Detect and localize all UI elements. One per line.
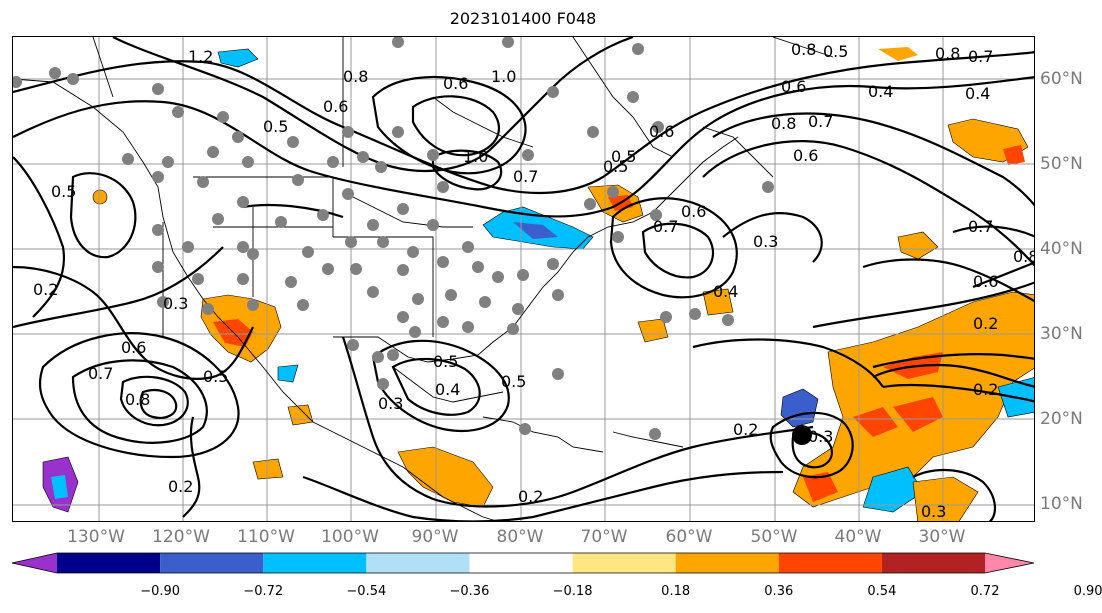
colorbar-outline	[11, 552, 1035, 574]
contour-label: 0.8	[1013, 247, 1035, 266]
contour-label: 0.2	[973, 314, 998, 333]
lon-label: 100°W	[321, 527, 379, 547]
contour-label: 0.5	[823, 42, 848, 61]
map-canvas: 1.2 0.8 0.6 1.0 0.5 0.6 0.5 0.8 0.7 0.5 …	[13, 37, 1035, 521]
colorbar-arrow-high	[985, 553, 1034, 573]
lat-label: 50°N	[1040, 154, 1083, 174]
contour-label: 0.7	[513, 167, 538, 186]
lon-label: 110°W	[237, 527, 295, 547]
contour-label: 0.4	[435, 380, 460, 399]
contour-label: 0.2	[973, 380, 998, 399]
contour-label: 0.6	[681, 202, 706, 221]
contour-label: 0.5	[611, 147, 636, 166]
colorbar-tick-label: −0.72	[243, 584, 284, 599]
contour-label: 0.5	[501, 372, 526, 391]
contour-label: 0.8	[935, 44, 960, 63]
contour-label: 0.8	[125, 390, 150, 409]
colorbar-arrow-low	[12, 553, 57, 573]
colorbar-tick-label: −0.36	[449, 584, 490, 599]
lat-label: 20°N	[1040, 409, 1083, 429]
lat-label: 60°N	[1040, 69, 1083, 89]
lon-label: 60°W	[665, 527, 713, 547]
contour-label: 0.6	[323, 97, 348, 116]
colorbar-swatches	[12, 553, 1034, 573]
contour-label-layer: 1.2 0.8 0.6 1.0 0.5 0.6 0.5 0.8 0.7 0.5 …	[33, 40, 1035, 521]
contour-label: 0.5	[51, 182, 76, 201]
contour-label: 0.7	[653, 217, 678, 236]
colorbar-tick-label: 0.90	[1073, 584, 1102, 599]
contour-label: 0.7	[968, 47, 993, 66]
storm-center-marker	[792, 425, 812, 445]
lon-label: 130°W	[67, 527, 125, 547]
colorbar-swatch	[675, 553, 779, 573]
contour-label: 0.3	[163, 294, 188, 313]
contour-label: 0.7	[808, 112, 833, 131]
lat-label: 40°N	[1040, 239, 1083, 259]
contour-label: 0.3	[378, 394, 403, 413]
lon-label: 40°W	[834, 527, 882, 547]
contour-label: 0.5	[263, 117, 288, 136]
colorbar	[11, 552, 1035, 574]
colorbar-swatch	[572, 553, 676, 573]
contour-label: 1.0	[463, 147, 488, 166]
contour-label: 0.5	[203, 367, 228, 386]
colorbar-tick-label: 0.36	[764, 584, 794, 599]
contour-label: 0.3	[753, 232, 778, 251]
colorbar-swatch	[160, 553, 264, 573]
contour-label: 0.4	[713, 282, 738, 301]
colorbar-swatch	[57, 553, 161, 573]
colorbar-swatch	[469, 553, 573, 573]
lat-label: 10°N	[1040, 494, 1083, 514]
contour-label: 0.2	[518, 487, 543, 506]
contour-label: 0.2	[33, 280, 58, 299]
shaded-anomalies	[42, 47, 1034, 521]
contour-label: 1.0	[491, 67, 516, 86]
colorbar-tick-label: 0.18	[661, 584, 691, 599]
contour-label: 0.7	[968, 217, 993, 236]
lon-label: 120°W	[152, 527, 210, 547]
lon-label: 50°W	[750, 527, 798, 547]
lon-label: 70°W	[580, 527, 628, 547]
colorbar-tick-label: 0.72	[970, 584, 1000, 599]
lon-label: 30°W	[918, 527, 966, 547]
lon-label: 90°W	[411, 527, 459, 547]
contour-label: 0.6	[649, 122, 674, 141]
colorbar-tick-label: −0.18	[552, 584, 593, 599]
contour-label: 0.4	[965, 84, 990, 103]
contour-label: 0.5	[433, 352, 458, 371]
contour-label: 0.6	[781, 77, 806, 96]
contour-label: 1.2	[188, 47, 213, 66]
contour-label: 0.2	[168, 477, 193, 496]
contour-label: 0.5	[603, 157, 628, 176]
contour-label: 0.8	[343, 67, 368, 86]
lon-label: 80°W	[496, 527, 544, 547]
contour-label: 0.4	[868, 82, 893, 101]
map-panel: 1.2 0.8 0.6 1.0 0.5 0.6 0.5 0.8 0.7 0.5 …	[12, 36, 1035, 522]
station-markers	[13, 37, 774, 440]
colorbar-swatch	[366, 553, 470, 573]
colorbar-swatch	[881, 553, 985, 573]
lat-label: 30°N	[1040, 324, 1083, 344]
colorbar-swatch	[778, 553, 882, 573]
contour-label: 0.2	[733, 420, 758, 439]
colorbar-tick-label: −0.90	[140, 584, 181, 599]
contour-label: 0.6	[793, 146, 818, 165]
colorbar-swatch	[263, 553, 367, 573]
map-title: 2023101400 F048	[449, 9, 597, 28]
contour-lines	[13, 37, 1034, 521]
contour-label: 0.6	[121, 338, 146, 357]
colorbar-tick-label: −0.54	[346, 584, 387, 599]
contour-label: 0.8	[791, 40, 816, 59]
colorbar-tick-label: 0.54	[867, 584, 897, 599]
contour-label: 0.6	[973, 272, 998, 291]
contour-label: 0.3	[808, 427, 833, 446]
contour-label: 0.3	[921, 502, 946, 521]
contour-label: 0.8	[771, 114, 796, 133]
contour-label: 0.6	[443, 74, 468, 93]
contour-label: 0.7	[88, 364, 113, 383]
